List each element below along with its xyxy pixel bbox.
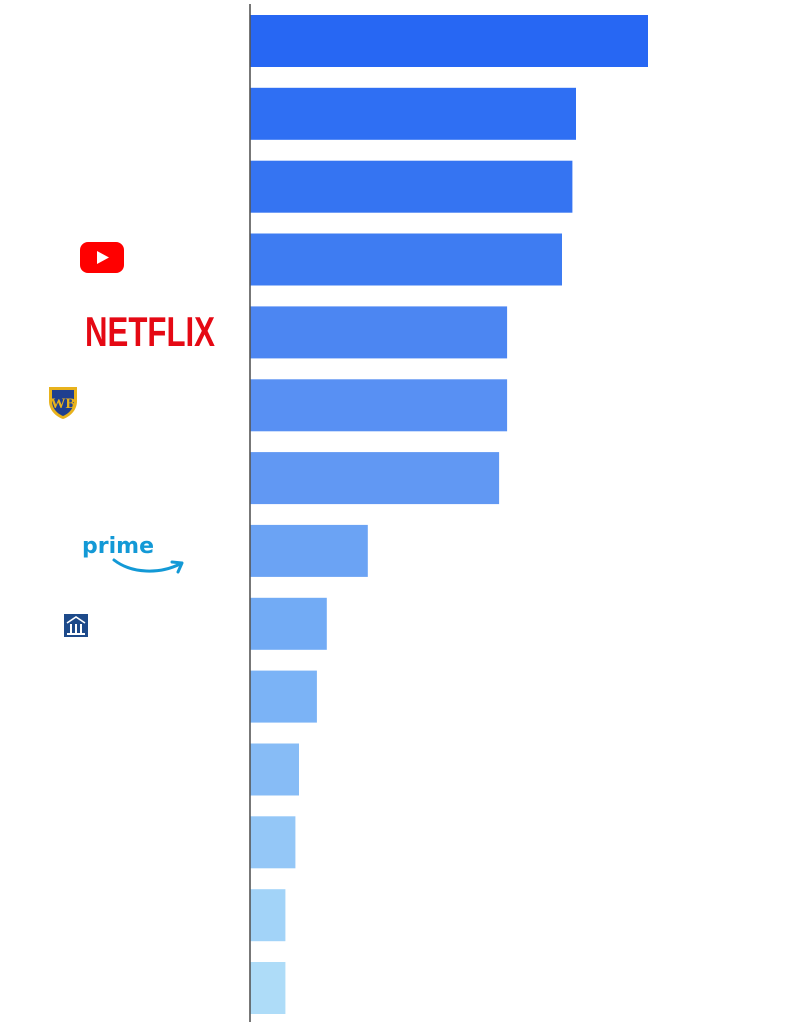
bar-2 — [250, 87, 576, 140]
bar-5 — [250, 306, 508, 359]
bar-9 — [250, 597, 327, 650]
bar-14 — [250, 962, 286, 1014]
bar-1 — [250, 15, 648, 67]
bar-11 — [250, 743, 299, 796]
building-logo — [64, 614, 88, 637]
bar-4 — [250, 233, 562, 286]
bars-group — [250, 15, 648, 1014]
netflix-logo-text: NETFLIX — [85, 308, 215, 352]
bar-13 — [250, 889, 286, 942]
warner-bros-logo-text: WB — [50, 396, 75, 412]
bar-3 — [250, 160, 573, 213]
bar-12 — [250, 816, 296, 869]
netflix-logo: NETFLIX — [82, 308, 218, 355]
warner-bros-logo: WB — [44, 383, 82, 421]
prime-video-logo: prime — [80, 532, 186, 578]
prime-logo-text: prime — [82, 534, 154, 559]
bar-7 — [250, 452, 500, 505]
bar-6 — [250, 379, 508, 432]
bar-8 — [250, 524, 368, 577]
bar-10 — [250, 670, 317, 723]
youtube-logo — [80, 242, 124, 273]
